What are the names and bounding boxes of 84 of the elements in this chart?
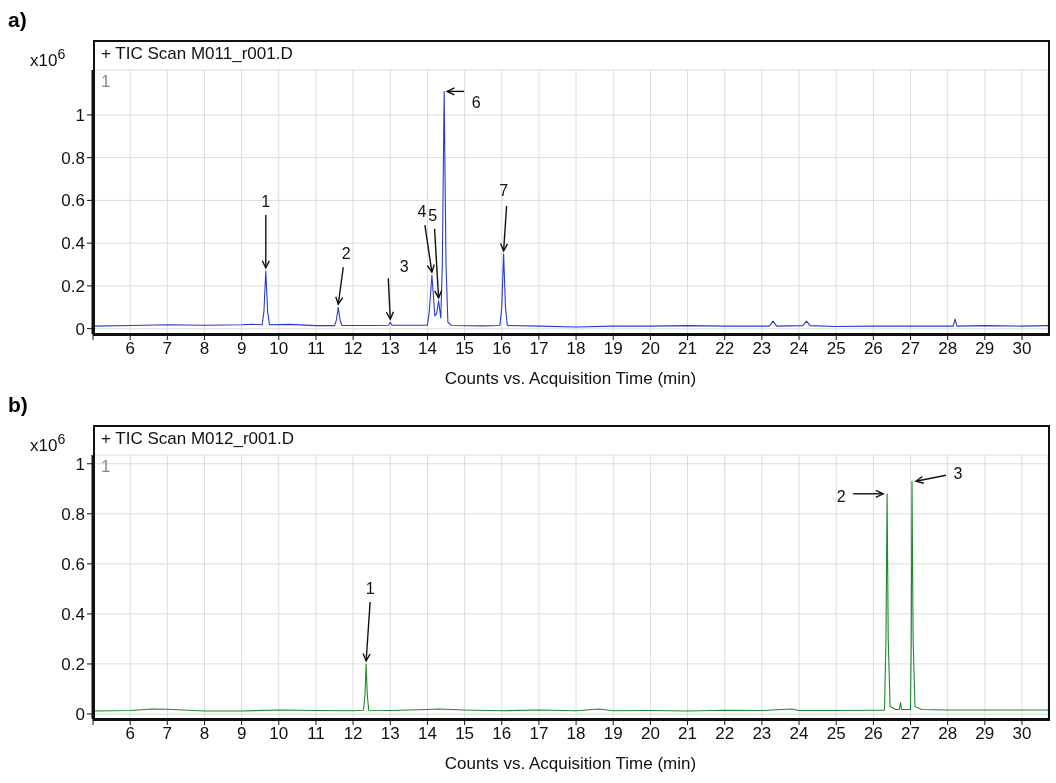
x-tick-label: 15 [455, 339, 475, 359]
x-tick-label: 11 [307, 724, 325, 744]
x-tick-label: 27 [901, 724, 920, 744]
x-tick-label: 16 [492, 339, 512, 359]
annotation: 1 [261, 193, 271, 211]
y-tick-label: 0 [75, 705, 85, 725]
annotation: 2 [836, 488, 846, 506]
annotation: 1 [101, 457, 111, 477]
y-tick-label: 0.2 [61, 654, 85, 674]
x-tick-label: 7 [162, 724, 173, 744]
y-tick-label: 0.4 [61, 234, 85, 254]
y-tick-label: 0 [75, 319, 85, 339]
x-tick-label: 12 [343, 724, 363, 744]
x-tick-label: 11 [307, 339, 325, 359]
x-tick-label: 18 [566, 724, 586, 744]
x-tick-label: 17 [529, 339, 549, 359]
x-tick-label: 6 [125, 724, 135, 744]
x-tick-label: 18 [566, 339, 586, 359]
x-tick-label: 14 [417, 724, 437, 744]
y-tick-label: 0.8 [61, 504, 85, 524]
x-tick-label: 29 [975, 339, 995, 359]
line-series [94, 90, 1048, 328]
y-tick-label: 0.8 [61, 148, 85, 168]
x-tick-label: 21 [678, 339, 698, 359]
y-axis-title: x10$^{6}$ [30, 46, 66, 71]
x-tick-label: 23 [752, 724, 772, 744]
x-tick-label: 9 [236, 724, 247, 744]
y-tick-label: 1 [75, 105, 85, 125]
x-tick-label: 16 [492, 724, 512, 744]
y-tick-label: 0.2 [61, 276, 85, 296]
x-tick-label: 12 [343, 339, 363, 359]
y-tick-label: 0.6 [61, 554, 85, 574]
annotation: 1 [365, 580, 375, 598]
x-tick-label: 24 [789, 724, 809, 744]
x-tick-label: 25 [826, 724, 846, 744]
x-tick-label: 22 [715, 724, 735, 744]
x-tick-label: 19 [603, 724, 623, 744]
annotation: 3 [953, 465, 963, 483]
x-tick-label: 14 [417, 339, 437, 359]
x-tick-label: 20 [640, 339, 660, 359]
x-tick-label: 7 [162, 339, 173, 359]
x-tick-label: 10 [269, 339, 289, 359]
y-tick-label: 1 [75, 454, 85, 474]
annotation: 3 [399, 258, 409, 276]
chart-title: a) [8, 8, 27, 32]
x-tick-label: 29 [975, 724, 995, 744]
x-axis-title: Counts vs. Acquisition Time (min) [444, 754, 697, 773]
x-axis-title: Counts vs. Acquisition Time (min) [444, 369, 697, 388]
x-tick-label: 24 [789, 339, 809, 359]
x-tick-label: 20 [640, 724, 660, 744]
x-tick-label: 8 [199, 724, 210, 744]
x-tick-label: 23 [752, 339, 772, 359]
x-tick-label: 15 [455, 724, 475, 744]
x-tick-label: 9 [236, 339, 247, 359]
x-tick-label: 30 [1012, 339, 1032, 359]
x-tick-label: 13 [380, 724, 400, 744]
annotation: 5 [428, 207, 438, 225]
annotation: 6 [471, 93, 481, 111]
y-tick-label: 0.4 [61, 604, 85, 624]
x-tick-label: 26 [863, 339, 883, 359]
annotation: 7 [499, 182, 509, 200]
chart-title: b) [8, 393, 28, 417]
line-series [94, 480, 1048, 712]
x-tick-label: 30 [1012, 724, 1032, 744]
chart-subtitle: + TIC Scan M012_r001.D [101, 429, 294, 449]
annotation: 4 [417, 203, 427, 221]
x-tick-label: 8 [199, 339, 210, 359]
annotation: 2 [341, 245, 351, 263]
x-tick-label: 10 [269, 724, 289, 744]
y-tick-label: 0.6 [61, 191, 85, 211]
x-tick-label: 17 [529, 724, 549, 744]
x-tick-label: 19 [603, 339, 623, 359]
x-tick-label: 13 [380, 339, 400, 359]
y-axis-title: x10$^{6}$ [30, 431, 66, 456]
annotation: 1 [101, 72, 111, 92]
x-tick-label: 27 [901, 339, 920, 359]
x-tick-label: 26 [863, 724, 883, 744]
x-tick-label: 22 [715, 339, 735, 359]
x-tick-label: 28 [938, 724, 958, 744]
x-tick-label: 25 [826, 339, 846, 359]
x-tick-label: 21 [678, 724, 698, 744]
x-tick-label: 6 [125, 339, 135, 359]
chart-subtitle: + TIC Scan M011_r001.D [101, 44, 293, 64]
x-tick-label: 28 [938, 339, 958, 359]
